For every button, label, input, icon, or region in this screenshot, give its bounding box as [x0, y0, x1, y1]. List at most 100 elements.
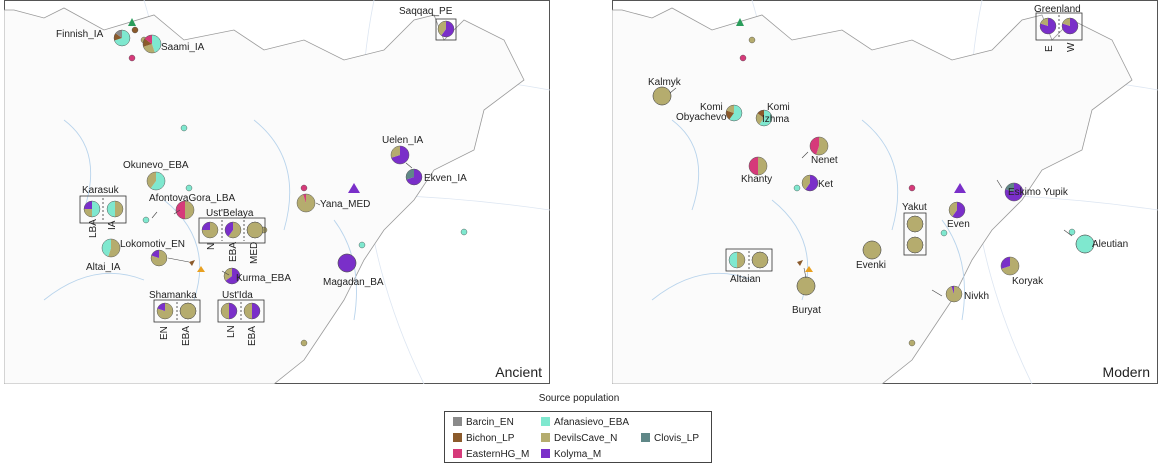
pie-evenki — [862, 240, 882, 260]
map-label: Saqqaq_PE — [399, 6, 453, 17]
map-label: Kurma_EBA — [236, 273, 291, 284]
site-marker — [908, 184, 916, 192]
pie-shamanka-en — [156, 302, 174, 320]
legend-label: Clovis_LP — [654, 433, 700, 444]
map-label: Khanty — [741, 174, 772, 185]
pie-ustida-eba — [243, 302, 261, 320]
site-marker — [748, 36, 756, 44]
site-marker — [954, 183, 966, 193]
pie-komi-izhma — [755, 109, 773, 127]
pie-aleutian — [1075, 234, 1095, 254]
map-label: Magadan_BA — [323, 277, 384, 288]
legend-label: EasternHG_M — [466, 449, 530, 460]
legend-label: Afanasievo_EBA — [554, 417, 630, 428]
pie-uelen-ia — [390, 145, 410, 165]
legend-item: EasternHG_M — [453, 449, 529, 460]
pie-yakut-2 — [906, 236, 924, 254]
map-label: Ust'Belaya — [206, 208, 254, 219]
pie-saqqaq-pe — [437, 20, 455, 38]
pie-nivkh — [945, 285, 963, 303]
pie-greenland-e — [1039, 17, 1057, 35]
legend-swatch — [453, 417, 462, 426]
pie-nenet — [809, 136, 829, 156]
legend-item: Bichon_LP — [453, 433, 514, 444]
site-marker — [1068, 228, 1076, 236]
map-label: EBA — [228, 242, 239, 262]
pie-ustbelaya-eba — [224, 221, 242, 239]
pie-karasuk-ia — [106, 200, 124, 218]
site-marker — [348, 183, 360, 193]
pie-afontovagora-lba — [175, 200, 195, 220]
map-label: Koryak — [1012, 276, 1044, 287]
site-marker — [300, 339, 308, 347]
map-label: Altaian — [730, 274, 761, 285]
pie-ustbelaya-n — [201, 221, 219, 239]
map-label: Shamanka — [149, 290, 197, 301]
map-label: N — [206, 243, 217, 250]
site-marker — [358, 241, 366, 249]
pie-magadan-ba — [337, 253, 357, 273]
pie-ekven-ia — [405, 168, 423, 186]
pie-even — [948, 201, 966, 219]
map-label: E — [1044, 45, 1055, 52]
site-marker — [460, 228, 468, 236]
site-marker — [940, 229, 948, 237]
map-label: W — [1066, 42, 1077, 52]
site-marker — [739, 54, 747, 62]
ancient-map-svg: Finnish_IA Saami_IA Saqqaq_PE Okunevo_EBA Ka… — [4, 0, 550, 384]
group-box — [725, 248, 773, 272]
legend-swatch — [541, 449, 550, 458]
map-label: EBA — [247, 326, 258, 346]
pie-komi-obyachevo — [725, 104, 743, 122]
pie-eskimo-yupik — [1004, 182, 1024, 202]
pie-altaian-1 — [728, 251, 746, 269]
site-marker — [805, 266, 813, 272]
map-label: Kalmyk — [648, 77, 682, 88]
legend-item: Afanasievo_EBA — [541, 417, 629, 428]
site-marker — [142, 216, 150, 224]
pie-greenland-w — [1061, 17, 1079, 35]
legend-swatch — [541, 433, 550, 442]
map-label: Aleutian — [1092, 239, 1128, 250]
leader-line — [996, 179, 1003, 189]
pie-saami-ia — [142, 34, 162, 54]
site-marker — [128, 18, 136, 26]
pie-finnish-ia — [113, 29, 131, 47]
leader-line — [1063, 229, 1073, 237]
map-label: EBA — [181, 326, 192, 346]
panel-title-ancient: Ancient — [495, 364, 542, 380]
map-label: EN — [159, 326, 170, 340]
leader-line — [803, 267, 807, 279]
site-marker — [793, 184, 801, 192]
leader-line — [221, 270, 230, 276]
legend-swatch — [453, 449, 462, 458]
legend-item: DevilsCave_N — [541, 433, 617, 444]
legend-item: Kolyma_M — [541, 449, 601, 460]
map-label: Obyachevo — [676, 112, 727, 123]
pie-okunevo-eba — [146, 171, 166, 191]
leader-line — [151, 211, 158, 219]
leader-line — [173, 209, 181, 215]
map-label: Buryat — [792, 305, 821, 316]
legend-swatch — [541, 417, 550, 426]
site-marker — [300, 184, 308, 192]
site-marker — [131, 26, 139, 34]
group-box — [1035, 12, 1083, 41]
pie-koryak — [1000, 256, 1020, 276]
legend-item: Clovis_LP — [641, 433, 699, 444]
legend-label: Barcin_EN — [466, 417, 514, 428]
ancient-map-panel: Finnish_IA Saami_IA Saqqaq_PE Okunevo_EBA Ka… — [4, 0, 550, 384]
map-label: AfontovaGora_LBA — [149, 193, 235, 204]
leader-line — [167, 257, 190, 263]
legend: Barcin_EN Bichon_LP EasternHG_M Afanasievo_… — [444, 411, 712, 463]
pie-altai-ia — [101, 238, 121, 258]
pie-ustbelaya-med — [246, 221, 264, 239]
map-label: Even — [947, 219, 970, 230]
pie-altaian-2 — [751, 251, 769, 269]
group-box — [153, 299, 201, 323]
site-marker — [908, 339, 916, 347]
map-label: Evenki — [856, 260, 886, 271]
map-label: Ekven_IA — [424, 173, 467, 184]
pie-kalmyk — [652, 86, 672, 106]
